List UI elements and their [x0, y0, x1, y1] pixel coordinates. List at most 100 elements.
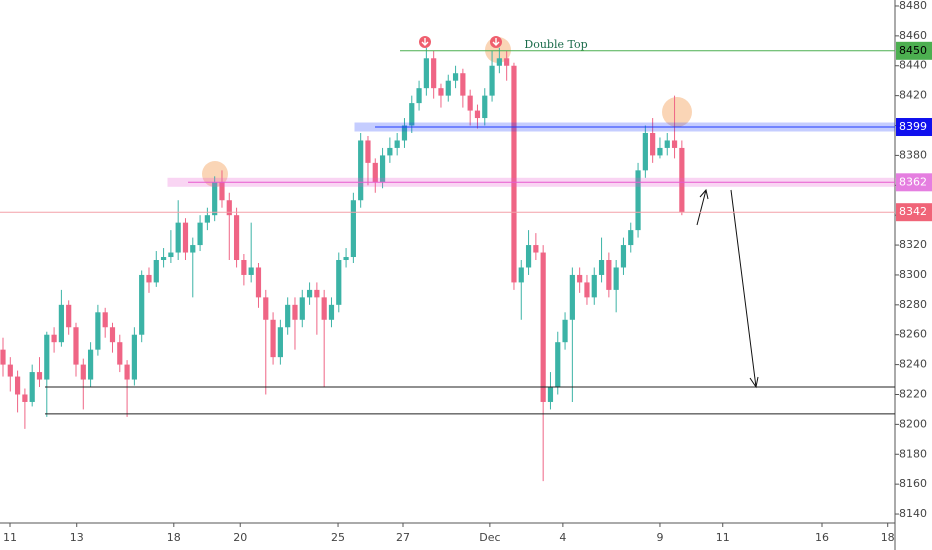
candle-body: [146, 274, 152, 283]
candle-body: [109, 327, 116, 343]
candle-body: [606, 260, 612, 290]
candle-body: [0, 349, 6, 365]
candle-body: [642, 132, 648, 171]
y-tick-label: 8220: [899, 387, 927, 400]
candle-body: [219, 182, 225, 201]
candle-body: [44, 334, 50, 380]
candle-body: [58, 304, 64, 343]
candle-body: [620, 245, 627, 268]
signal-arrow: [492, 38, 500, 46]
x-tick-label: 9: [656, 531, 663, 544]
candle-body: [153, 260, 159, 283]
candle-body: [577, 274, 583, 283]
candle-body: [474, 110, 481, 119]
candle-body: [591, 274, 597, 298]
price-label: 8362: [899, 175, 927, 188]
candle-body: [657, 147, 663, 156]
candle-body: [328, 304, 335, 320]
candle-body: [467, 95, 473, 111]
candle-body: [555, 342, 561, 388]
price-label-box: [896, 41, 932, 60]
candle-body: [124, 364, 130, 380]
x-tick-label: 27: [396, 531, 410, 544]
candle-body: [277, 327, 283, 358]
candle-body: [664, 140, 670, 148]
candle-body: [285, 304, 291, 328]
x-tick-label: 11: [3, 531, 17, 544]
candle-body: [598, 260, 605, 275]
candle-body: [182, 222, 189, 253]
x-tick-label: 18: [167, 531, 181, 544]
x-tick-label: 16: [815, 531, 829, 544]
candle-body: [584, 282, 590, 298]
candle-body: [635, 170, 641, 231]
annotation: Double Top: [524, 38, 587, 51]
x-tick-label: Dec: [479, 531, 500, 544]
candle-body: [7, 364, 13, 377]
candle-body: [80, 364, 86, 380]
candle-body: [270, 319, 276, 358]
candle-body: [547, 387, 554, 402]
candle-body: [139, 274, 145, 335]
candle-body: [518, 267, 524, 283]
signal-arrow: [421, 38, 429, 46]
candle-body: [350, 200, 356, 258]
candle-body: [36, 372, 43, 380]
candle-body: [679, 147, 685, 213]
candle-body: [438, 88, 444, 96]
candle-body: [190, 245, 196, 253]
candle-body: [66, 304, 72, 328]
candle-body: [511, 65, 517, 283]
price-label: 8399: [899, 120, 927, 133]
candle-body: [387, 147, 393, 156]
candle-body: [248, 267, 254, 275]
candle-body: [460, 73, 466, 96]
candle-body: [401, 125, 408, 141]
y-tick-label: 8480: [899, 0, 927, 12]
candle-body: [51, 334, 57, 343]
candle-body: [482, 95, 488, 119]
price-label-box: [896, 203, 932, 222]
candle-body: [102, 312, 108, 328]
candle-body: [321, 297, 327, 320]
x-tick-label: 18: [881, 531, 895, 544]
candle-body: [445, 80, 451, 96]
candle-body: [87, 349, 94, 380]
candle-body: [212, 182, 218, 216]
candle-body: [314, 289, 320, 298]
candle-body: [628, 230, 634, 246]
x-tick-label: 20: [233, 531, 247, 544]
candle-body: [562, 319, 568, 343]
candle-body: [160, 257, 167, 261]
price-label-box: [896, 118, 932, 137]
x-tick-label: 11: [716, 531, 730, 544]
y-tick-label: 8240: [899, 358, 927, 371]
x-tick-label: 25: [331, 531, 345, 544]
candle-body: [263, 297, 269, 320]
x-tick-label: 4: [559, 531, 566, 544]
y-tick-label: 8180: [899, 447, 927, 460]
candle-body: [95, 312, 101, 350]
candle-body: [73, 327, 79, 365]
candle-body: [650, 132, 656, 156]
candle-body: [168, 252, 174, 258]
y-tick-label: 8420: [899, 89, 927, 102]
candle-body: [204, 215, 210, 223]
candle-body: [409, 103, 415, 126]
y-tick-label: 8300: [899, 268, 927, 281]
candle-body: [22, 394, 28, 402]
candle-body: [416, 88, 422, 104]
candle-body: [423, 58, 429, 89]
y-tick-label: 8140: [899, 507, 927, 520]
highlight: [662, 97, 692, 127]
y-tick-label: 8380: [899, 148, 927, 161]
y-tick-label: 8320: [899, 238, 927, 251]
candle-body: [117, 342, 123, 365]
candle-body: [241, 260, 247, 275]
candle-body: [452, 73, 459, 81]
plot-area: [0, 47, 685, 482]
candle-body: [613, 267, 619, 290]
projection-arrow: [696, 188, 709, 226]
candle-body: [504, 58, 510, 66]
y-tick-label: 8280: [899, 298, 927, 311]
